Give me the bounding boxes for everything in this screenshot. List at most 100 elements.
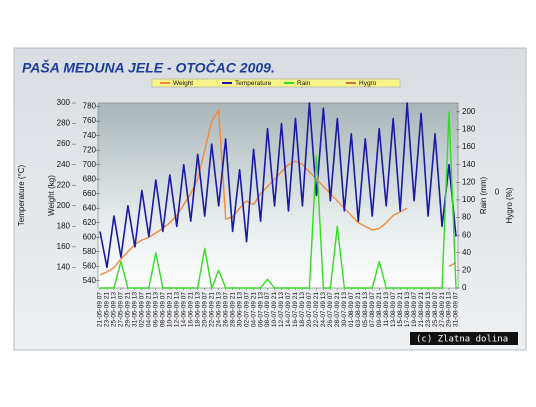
x-tick-label: 16-06-09 21 bbox=[187, 292, 194, 327]
x-tick-label: 11-08-09 13 bbox=[383, 292, 390, 327]
rain-tick-label: 40 bbox=[462, 248, 471, 257]
weight-tick-label: 640 bbox=[83, 203, 97, 212]
x-tick-label: 10-06-09 21 bbox=[167, 292, 174, 327]
x-tick-label: 29-05-09 21 bbox=[125, 292, 132, 327]
x-tick-label: 30-07-09 13 bbox=[341, 292, 348, 327]
x-tick-label: 03-08-09 21 bbox=[355, 292, 362, 327]
temperature-tick-label: 240 bbox=[57, 160, 71, 169]
x-tick-label: 27-08-09 21 bbox=[439, 292, 446, 327]
x-tick-label: 10-07-09 21 bbox=[271, 292, 278, 327]
rain-tick-label: 160 bbox=[462, 142, 476, 151]
x-tick-label: 28-06-09 21 bbox=[229, 292, 236, 327]
legend-label: Weight bbox=[173, 80, 193, 87]
x-tick-label: 20-07-09 07 bbox=[306, 292, 313, 327]
x-tick-label: 02-06-09 07 bbox=[139, 292, 146, 327]
series-line bbox=[99, 102, 457, 269]
x-tick-label: 09-08-09 21 bbox=[376, 292, 383, 327]
temperature-tick-label: 140 bbox=[57, 263, 71, 272]
rain-axis-title: Rain (mm) bbox=[479, 177, 488, 215]
x-tick-label: 14-06-09 07 bbox=[180, 292, 187, 327]
x-tick-label: 22-07-09 21 bbox=[313, 292, 320, 327]
chart-title: PAŠA MEDUNA JELE - OTOČAC 2009. bbox=[22, 59, 275, 76]
rain-tick-label: 140 bbox=[462, 160, 476, 169]
weight-tick-label: 720 bbox=[83, 145, 97, 154]
weight-tick-label: 620 bbox=[83, 218, 97, 227]
x-tick-label: 23-08-09 13 bbox=[425, 292, 432, 327]
x-tick-label: 16-07-09 21 bbox=[292, 292, 299, 327]
legend-label: Hygro bbox=[359, 80, 377, 87]
temperature-tick-label: 220 bbox=[57, 180, 71, 189]
rain-tick-label: 0 bbox=[462, 283, 467, 292]
temperature-axis-title: Temperature (°C) bbox=[17, 164, 26, 226]
x-tick-label: 24-07-09 13 bbox=[320, 292, 327, 327]
x-tick-label: 12-06-09 13 bbox=[174, 292, 181, 327]
x-tick-label: 26-06-09 07 bbox=[222, 292, 229, 327]
x-tick-label: 07-08-09 07 bbox=[369, 292, 376, 327]
x-tick-label: 17-08-09 13 bbox=[404, 292, 411, 327]
x-tick-label: 26-07-09 07 bbox=[327, 292, 334, 327]
rain-tick-label: 60 bbox=[462, 230, 471, 239]
hygro-tick-label: 0 bbox=[495, 188, 500, 197]
x-tick-label: 21-08-09 21 bbox=[418, 292, 425, 327]
x-tick-label: 14-07-09 07 bbox=[285, 292, 292, 327]
x-tick-label: 05-08-09 13 bbox=[362, 292, 369, 327]
temperature-tick-label: 280 bbox=[57, 119, 71, 128]
rain-tick-label: 120 bbox=[462, 177, 476, 186]
rain-tick-label: 80 bbox=[462, 213, 471, 222]
weight-tick-label: 740 bbox=[83, 131, 97, 140]
x-tick-label: 02-07-09 07 bbox=[243, 292, 250, 327]
rain-tick-label: 200 bbox=[462, 107, 476, 116]
weight-tick-label: 680 bbox=[83, 174, 97, 183]
legend-bg bbox=[151, 78, 401, 88]
plot-area bbox=[97, 102, 459, 289]
legend-label: Temperature bbox=[235, 80, 272, 87]
temperature-tick-label: 260 bbox=[57, 139, 71, 148]
x-tick-label: 04-06-09 21 bbox=[146, 292, 153, 327]
rain-tick-label: 20 bbox=[462, 265, 471, 274]
weight-tick-label: 780 bbox=[83, 102, 97, 111]
x-tick-label: 15-08-09 21 bbox=[397, 292, 404, 327]
x-tick-label: 31-05-09 13 bbox=[132, 292, 139, 327]
hygro-axis-title: Hygro (%) bbox=[505, 187, 514, 223]
credit-bg bbox=[410, 332, 518, 345]
weight-tick-label: 580 bbox=[83, 247, 97, 256]
rain-tick-label: 100 bbox=[462, 195, 476, 204]
x-tick-label: 31-08-09 07 bbox=[453, 292, 460, 327]
weight-axis-title: Weight (kg) bbox=[47, 175, 56, 216]
weight-tick-label: 600 bbox=[83, 232, 97, 241]
x-tick-label: 23-05-09 21 bbox=[104, 292, 111, 327]
x-tick-label: 18-06-09 13 bbox=[194, 292, 201, 327]
weight-tick-label: 560 bbox=[83, 261, 97, 270]
temperature-tick-label: 300 bbox=[57, 98, 71, 107]
x-tick-label: 08-06-09 07 bbox=[160, 292, 167, 327]
x-tick-label: 22-06-09 21 bbox=[208, 292, 215, 327]
x-tick-label: 08-07-09 07 bbox=[264, 292, 271, 327]
temperature-tick-label: 160 bbox=[57, 242, 71, 251]
x-tick-label: 06-07-09 13 bbox=[257, 292, 264, 327]
weight-tick-label: 540 bbox=[83, 276, 97, 285]
x-tick-label: 06-06-09 13 bbox=[153, 292, 160, 327]
temperature-tick-label: 180 bbox=[57, 221, 71, 230]
x-tick-label: 25-08-09 07 bbox=[432, 292, 439, 327]
x-tick-label: 19-08-09 07 bbox=[411, 292, 418, 327]
weight-tick-label: 660 bbox=[83, 189, 97, 198]
rain-tick-label: 180 bbox=[462, 125, 476, 134]
series-line bbox=[100, 111, 457, 289]
legend-label: Rain bbox=[297, 80, 311, 87]
x-tick-label: 30-06-09 13 bbox=[236, 292, 243, 327]
weight-tick-label: 760 bbox=[83, 116, 97, 125]
x-tick-label: 13-08-09 07 bbox=[390, 292, 397, 327]
x-tick-label: 24-06-09 13 bbox=[215, 292, 222, 327]
x-tick-label: 12-07-09 13 bbox=[278, 292, 285, 327]
x-tick-label: 04-07-09 21 bbox=[250, 292, 257, 327]
x-tick-label: 25-05-09 13 bbox=[111, 292, 118, 327]
credit: (c) Zlatna dolina bbox=[416, 335, 508, 345]
x-tick-label: 27-05-09 07 bbox=[118, 292, 125, 327]
x-tick-label: 29-08-09 13 bbox=[446, 292, 453, 327]
x-tick-label: 01-08-09 07 bbox=[348, 292, 355, 327]
x-tick-label: 21-05-09 07 bbox=[97, 292, 104, 327]
weight-tick-label: 700 bbox=[83, 160, 97, 169]
temperature-tick-label: 200 bbox=[57, 201, 71, 210]
x-tick-label: 28-07-09 21 bbox=[334, 292, 341, 327]
